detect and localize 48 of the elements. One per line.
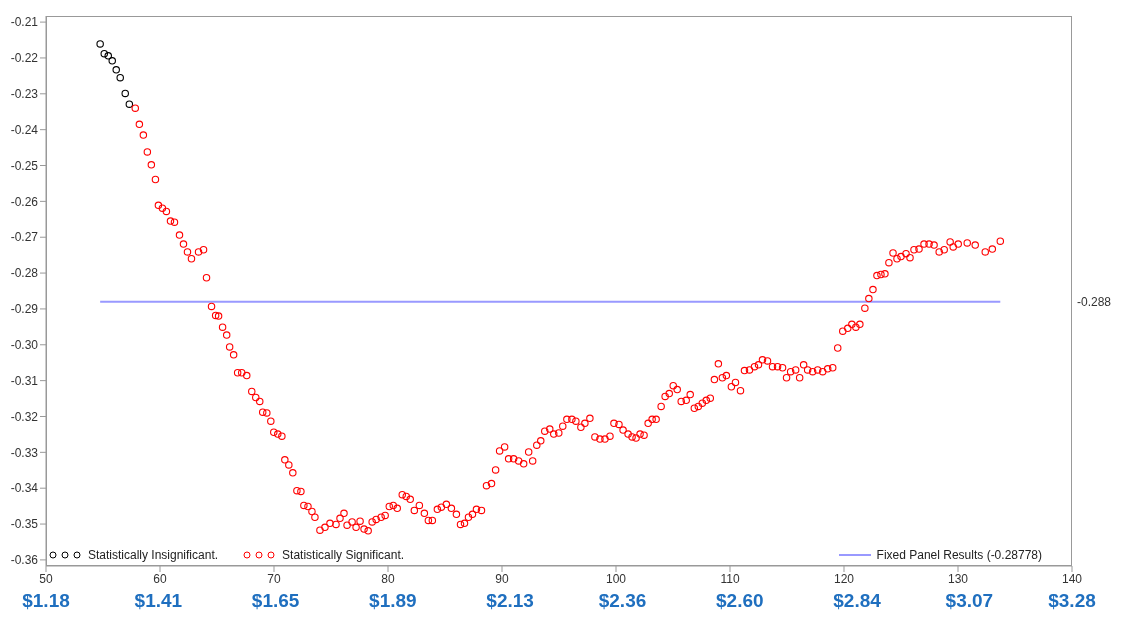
point	[121, 89, 129, 98]
point	[108, 57, 116, 65]
y-tick-label: -0.24	[10, 122, 39, 137]
y-tick-label: -0.35	[10, 517, 39, 532]
x2-tick-label: $2.60	[715, 590, 764, 612]
y-tick-label: -0.31	[10, 373, 39, 388]
point	[104, 52, 112, 60]
x-tick-label: 120	[833, 571, 855, 586]
y-tick-label: -0.25	[10, 158, 39, 173]
legend-label: Fixed Panel Results (-0.28778)	[876, 548, 1042, 562]
point	[125, 100, 134, 108]
y-tick-label: -0.29	[10, 302, 39, 317]
y-tick-label: -0.34	[10, 481, 39, 496]
y-tick-label: -0.26	[10, 194, 39, 209]
x-tick-label: 80	[381, 571, 395, 586]
text: -0.288	[1077, 295, 1112, 310]
legend-label: Statistically Significant.	[282, 548, 405, 562]
x-tick-label: 90	[495, 571, 509, 586]
x-tick-label: 100	[605, 571, 627, 586]
y-tick-label: -0.36	[10, 553, 39, 568]
x-tick-label: 130	[947, 571, 969, 586]
x-tick-label: 60	[153, 571, 167, 586]
x2-tick-label: $3.07	[945, 590, 994, 612]
x2-tick-label: $1.18	[22, 590, 70, 612]
x2-tick-label: $1.89	[369, 590, 417, 612]
x2-tick-label: $1.65	[251, 590, 300, 612]
y-tick-label: -0.28	[10, 266, 39, 281]
x-tick-label: 110	[720, 571, 740, 586]
x-tick-label: 140	[1061, 571, 1083, 586]
point	[96, 40, 104, 48]
x2-tick-label: $2.84	[833, 590, 881, 612]
y-tick-label: -0.21	[10, 15, 39, 30]
point	[116, 73, 124, 82]
x-tick-label: 70	[267, 571, 281, 586]
x2-tick-label: $2.36	[598, 590, 647, 612]
x2-tick-label: $3.28	[1048, 590, 1096, 612]
legend-label: Statistically Insignificant.	[88, 548, 219, 562]
x-tick-label: 50	[39, 571, 53, 586]
point	[100, 49, 108, 58]
y-tick-label: -0.22	[10, 51, 39, 66]
y-tick-label: -0.33	[10, 445, 39, 460]
point	[112, 66, 120, 74]
y-tick-label: -0.30	[10, 338, 39, 353]
y-tick-label: -0.27	[10, 230, 39, 245]
x2-tick-label: $2.13	[486, 590, 534, 612]
y-tick-label: -0.32	[10, 409, 39, 424]
x2-tick-label: $1.41	[134, 590, 183, 612]
y-tick-label: -0.23	[10, 87, 39, 102]
